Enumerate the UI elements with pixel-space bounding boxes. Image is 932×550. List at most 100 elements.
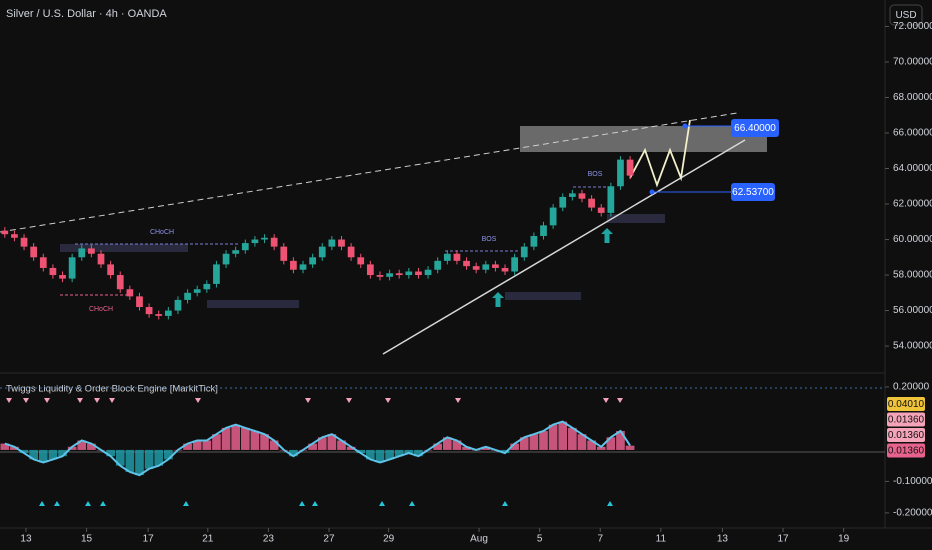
buy-marker bbox=[183, 501, 189, 506]
value-label: 0.04010 bbox=[888, 399, 925, 410]
currency-label[interactable]: USD bbox=[895, 10, 916, 21]
currency-button[interactable] bbox=[889, 4, 923, 26]
histogram-bar bbox=[548, 424, 558, 450]
x-tick-label: 11 bbox=[656, 534, 667, 545]
histogram-bar bbox=[587, 440, 596, 450]
buy-marker bbox=[312, 501, 318, 506]
order-block bbox=[207, 300, 299, 308]
histogram-bar bbox=[183, 443, 192, 450]
y-tick-label: 72.00000 bbox=[893, 21, 932, 32]
candle-body bbox=[1, 230, 9, 235]
sell-marker bbox=[94, 398, 100, 403]
histogram-bar bbox=[289, 449, 298, 457]
histogram-bar bbox=[433, 443, 443, 450]
candle-body bbox=[290, 260, 297, 270]
candle-body bbox=[357, 257, 365, 265]
candle-body bbox=[251, 239, 259, 244]
candle-body bbox=[78, 248, 86, 258]
candle-body bbox=[241, 243, 249, 251]
sell-marker bbox=[23, 398, 29, 403]
histogram-bar bbox=[164, 449, 173, 460]
candle-body bbox=[193, 289, 201, 293]
up-arrow bbox=[492, 292, 504, 307]
sell-marker bbox=[195, 398, 201, 403]
candle-body bbox=[261, 237, 268, 240]
buy-marker bbox=[409, 501, 415, 506]
histogram-bar bbox=[115, 449, 125, 466]
value-label: 0.01360 bbox=[888, 430, 925, 441]
sell-marker bbox=[385, 398, 391, 403]
y-tick-label: 58.00000 bbox=[893, 270, 932, 281]
candle-body bbox=[30, 246, 38, 258]
y-tick-label: 66.00000 bbox=[893, 128, 932, 139]
histogram-bar bbox=[375, 449, 385, 463]
candle-body bbox=[338, 239, 345, 247]
value-label-box bbox=[887, 428, 925, 442]
histogram-bar bbox=[87, 443, 96, 450]
structure-label: BOS bbox=[482, 236, 497, 243]
x-tick-label: 23 bbox=[263, 534, 275, 545]
candle-body bbox=[59, 275, 66, 279]
structure-label: BOS bbox=[588, 171, 603, 178]
candle-body bbox=[395, 273, 403, 276]
histogram-bar bbox=[260, 434, 269, 450]
histogram-bar bbox=[308, 443, 317, 450]
buy-marker bbox=[85, 501, 91, 506]
y-tick-label: 0.20000 bbox=[893, 382, 930, 393]
y-tick-label: 56.00000 bbox=[893, 305, 932, 316]
histogram-bar bbox=[452, 440, 462, 450]
candle-body bbox=[366, 264, 374, 276]
x-tick-label: 15 bbox=[81, 534, 93, 545]
histogram-bar bbox=[250, 431, 260, 450]
histogram-bar bbox=[616, 431, 625, 450]
histogram-bar bbox=[404, 449, 414, 454]
indicator-title: Twiggs Liquidity & Order Block Engine [M… bbox=[6, 384, 218, 395]
histogram-bar bbox=[240, 427, 250, 450]
sell-marker bbox=[109, 398, 115, 403]
candle-body bbox=[11, 234, 18, 238]
value-label-box bbox=[887, 397, 925, 411]
histogram-bar bbox=[269, 440, 279, 450]
candle-body bbox=[280, 246, 288, 261]
candle-body bbox=[386, 273, 393, 277]
histogram-bar bbox=[442, 437, 452, 450]
candle-body bbox=[607, 186, 615, 213]
histogram-bar bbox=[58, 449, 67, 457]
candle-body bbox=[578, 193, 586, 199]
level-label: 62.53700 bbox=[732, 187, 774, 198]
histogram-bar bbox=[10, 446, 19, 450]
histogram-bar bbox=[125, 449, 135, 472]
histogram-bar bbox=[48, 449, 58, 460]
x-tick-label: 13 bbox=[717, 534, 729, 545]
value-label: 0.01360 bbox=[888, 415, 925, 426]
y-tick-label: 70.00000 bbox=[893, 57, 932, 68]
sell-marker bbox=[617, 398, 623, 403]
candle-body bbox=[116, 275, 124, 290]
histogram-bar bbox=[327, 434, 337, 450]
histogram-bar bbox=[106, 449, 115, 457]
order-block bbox=[607, 214, 665, 223]
histogram-bar bbox=[529, 434, 539, 450]
candle-body bbox=[68, 257, 76, 279]
trendline bbox=[382, 139, 746, 355]
histogram-bar bbox=[135, 449, 144, 476]
projection-path bbox=[629, 119, 691, 188]
sell-marker bbox=[44, 398, 50, 403]
candle-body bbox=[405, 271, 413, 276]
candle-body bbox=[415, 271, 422, 276]
order-block bbox=[60, 244, 188, 252]
candle-body bbox=[203, 283, 211, 290]
candle-body bbox=[540, 225, 547, 236]
supply-zone bbox=[520, 126, 767, 152]
histogram-bar bbox=[154, 449, 164, 466]
sell-marker bbox=[346, 398, 352, 403]
candle-body bbox=[136, 296, 143, 308]
candle-body bbox=[617, 159, 624, 187]
histogram-bar bbox=[500, 449, 510, 454]
candle-body bbox=[309, 257, 317, 265]
histogram-bar bbox=[577, 434, 587, 450]
candle-body bbox=[232, 250, 240, 254]
candle-body bbox=[511, 257, 519, 272]
candle-body bbox=[520, 246, 528, 258]
